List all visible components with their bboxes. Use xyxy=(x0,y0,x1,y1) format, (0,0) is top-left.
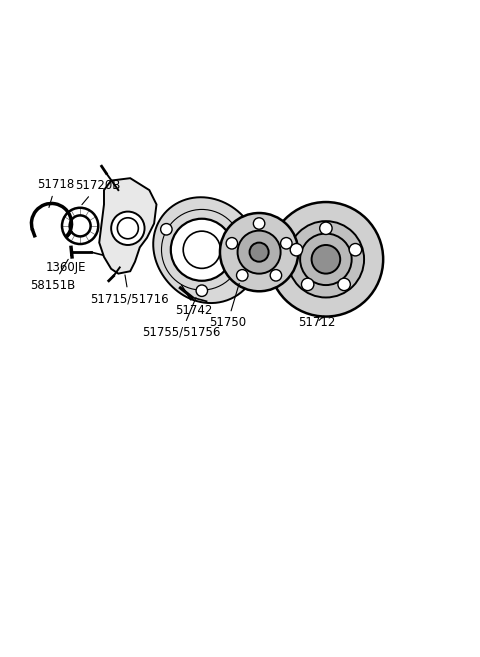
Circle shape xyxy=(171,219,233,281)
Circle shape xyxy=(250,242,269,261)
Circle shape xyxy=(111,212,144,245)
Circle shape xyxy=(312,245,340,273)
Circle shape xyxy=(300,233,352,285)
Circle shape xyxy=(281,238,292,249)
Text: 1360JE: 1360JE xyxy=(45,255,86,274)
Text: 51750: 51750 xyxy=(209,283,246,329)
Circle shape xyxy=(338,278,350,290)
Text: 51720B: 51720B xyxy=(75,179,121,205)
Circle shape xyxy=(109,252,121,264)
Circle shape xyxy=(231,223,243,235)
Text: 51715/51716: 51715/51716 xyxy=(90,275,168,306)
Text: 51742: 51742 xyxy=(176,299,213,317)
Circle shape xyxy=(161,223,172,235)
Circle shape xyxy=(301,278,314,290)
Circle shape xyxy=(220,213,298,291)
Text: 58151B: 58151B xyxy=(30,260,75,292)
Circle shape xyxy=(288,221,364,298)
Text: 51718: 51718 xyxy=(37,178,74,208)
Circle shape xyxy=(238,231,281,274)
Circle shape xyxy=(253,217,265,229)
Circle shape xyxy=(290,244,302,256)
Circle shape xyxy=(226,238,238,249)
Circle shape xyxy=(270,269,282,281)
Circle shape xyxy=(320,222,332,235)
PathPatch shape xyxy=(99,178,156,273)
Circle shape xyxy=(349,244,361,256)
Polygon shape xyxy=(153,197,259,303)
Circle shape xyxy=(196,285,207,296)
Text: 51755/51756: 51755/51756 xyxy=(142,298,220,339)
Text: 51712: 51712 xyxy=(298,316,336,328)
Circle shape xyxy=(237,269,248,281)
Circle shape xyxy=(269,202,383,317)
